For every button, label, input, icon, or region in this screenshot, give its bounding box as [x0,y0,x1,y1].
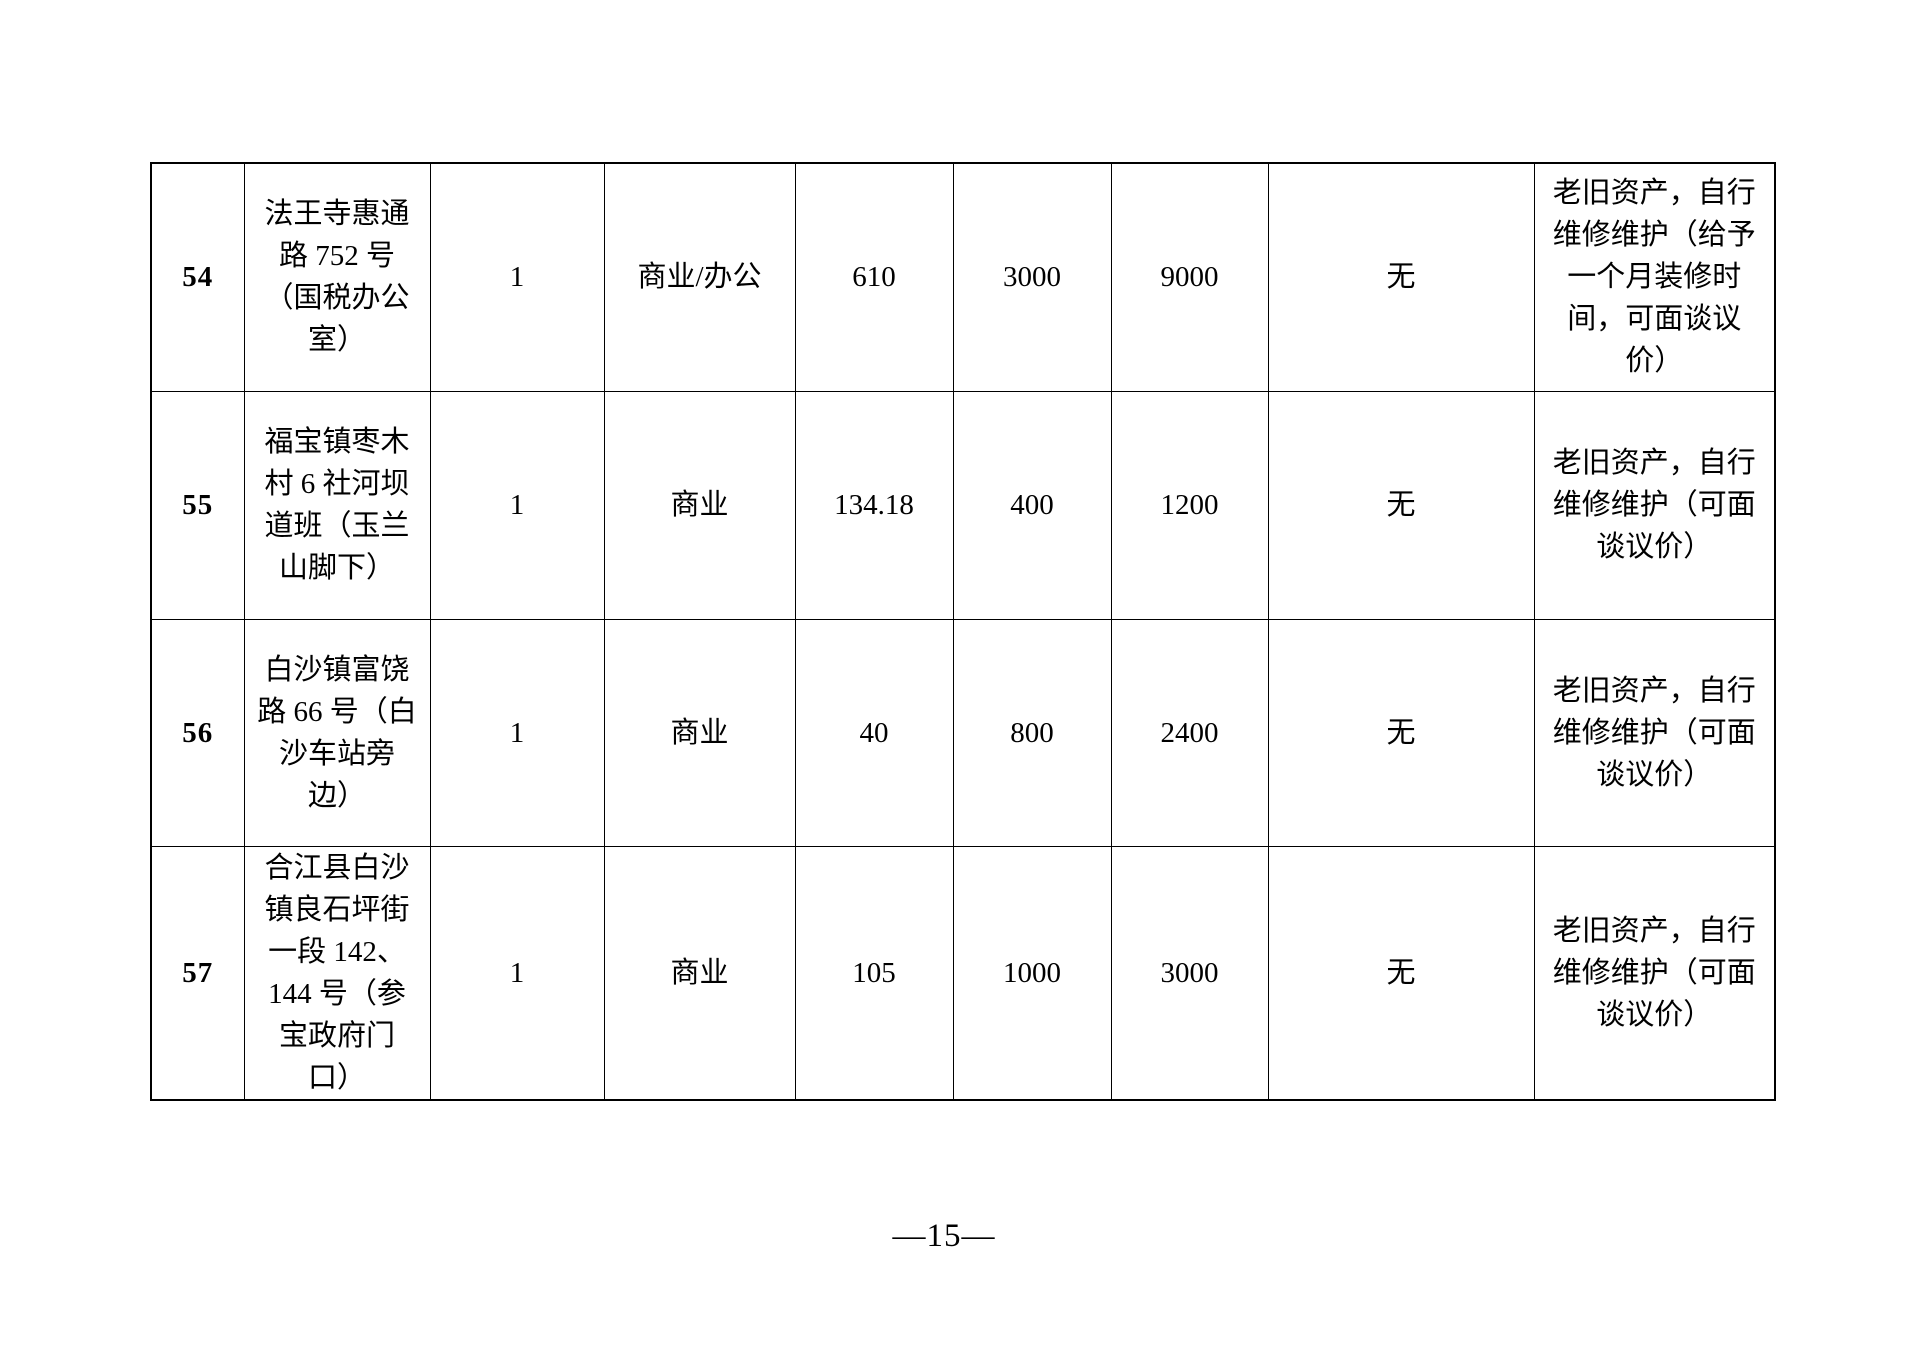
cell-usage: 商业 [603,618,796,847]
cell-note: 无 [1267,390,1535,620]
cell-monthly-rent: 800 [952,618,1112,847]
cell-area: 40 [794,618,954,847]
cell-usage: 商业 [603,390,796,620]
cell-remark: 老旧资产，自行 维修维护（可面 谈议价） [1533,618,1776,847]
cell-quantity: 1 [429,162,605,392]
cell-address: 法王寺惠通 路 752 号 （国税办公 室） [243,162,431,392]
table-row: 55 福宝镇枣木 村 6 社河坝 道班（玉兰 山脚下） 1 商业 134.18 … [150,390,1776,620]
cell-serial-number: 54 [150,162,245,392]
cell-monthly-rent: 1000 [952,845,1112,1100]
cell-area: 105 [794,845,954,1100]
cell-quantity: 1 [429,390,605,620]
table-row: 57 合江县白沙 镇良石坪街 一段 142、 144 号（参 宝政府门 口） 1… [150,845,1776,1100]
cell-monthly-rent: 400 [952,390,1112,620]
cell-note: 无 [1267,845,1535,1100]
asset-table: 54 法王寺惠通 路 752 号 （国税办公 室） 1 商业/办公 610 30… [150,162,1776,1101]
cell-monthly-rent: 3000 [952,162,1112,392]
cell-address: 白沙镇富饶 路 66 号（白 沙车站旁 边） [243,618,431,847]
cell-remark: 老旧资产，自行 维修维护（可面 谈议价） [1533,845,1776,1100]
cell-note: 无 [1267,618,1535,847]
cell-note: 无 [1267,162,1535,392]
page-number: —15— [892,1218,996,1254]
cell-address: 合江县白沙 镇良石坪街 一段 142、 144 号（参 宝政府门 口） [243,845,431,1100]
cell-remark: 老旧资产，自行 维修维护（可面 谈议价） [1533,390,1776,620]
cell-annual-rent: 9000 [1110,162,1269,392]
table-row: 56 白沙镇富饶 路 66 号（白 沙车站旁 边） 1 商业 40 800 24… [150,618,1776,847]
cell-usage: 商业 [603,845,796,1100]
cell-address: 福宝镇枣木 村 6 社河坝 道班（玉兰 山脚下） [243,390,431,620]
cell-quantity: 1 [429,618,605,847]
cell-remark: 老旧资产，自行 维修维护（给予 一个月装修时 间，可面谈议 价） [1533,162,1776,392]
cell-area: 610 [794,162,954,392]
cell-area: 134.18 [794,390,954,620]
asset-table-body: 54 法王寺惠通 路 752 号 （国税办公 室） 1 商业/办公 610 30… [150,162,1776,1100]
cell-serial-number: 55 [150,390,245,620]
cell-annual-rent: 1200 [1110,390,1269,620]
cell-serial-number: 57 [150,845,245,1100]
cell-annual-rent: 3000 [1110,845,1269,1100]
cell-serial-number: 56 [150,618,245,847]
cell-annual-rent: 2400 [1110,618,1269,847]
cell-quantity: 1 [429,845,605,1100]
cell-usage: 商业/办公 [603,162,796,392]
table-row: 54 法王寺惠通 路 752 号 （国税办公 室） 1 商业/办公 610 30… [150,162,1776,392]
